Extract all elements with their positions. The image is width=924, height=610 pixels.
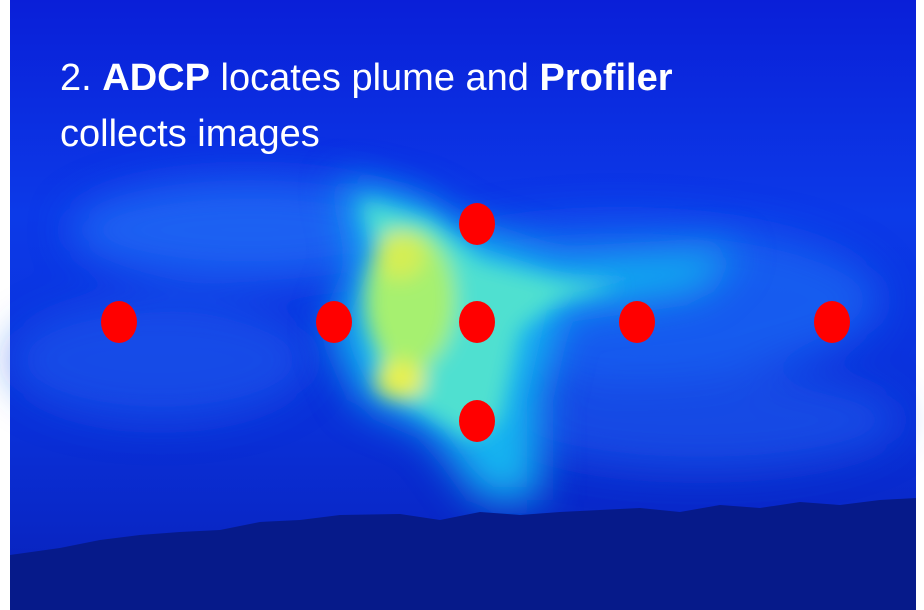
title-part: ADCP <box>102 57 210 99</box>
slide-title: 2. ADCP locates plume and Profiler colle… <box>60 50 880 162</box>
sample-point <box>459 400 495 442</box>
sample-point <box>459 301 495 343</box>
sample-point <box>316 301 352 343</box>
sample-point <box>814 301 850 343</box>
title-part: locates plume and <box>221 57 529 99</box>
title-part: collects images <box>60 113 320 155</box>
sample-point <box>619 301 655 343</box>
sample-point <box>101 301 137 343</box>
title-part: 2. <box>60 57 92 99</box>
sample-point <box>459 203 495 245</box>
page: 2. ADCP locates plume and Profiler colle… <box>0 0 924 610</box>
title-part: Profiler <box>540 57 673 99</box>
